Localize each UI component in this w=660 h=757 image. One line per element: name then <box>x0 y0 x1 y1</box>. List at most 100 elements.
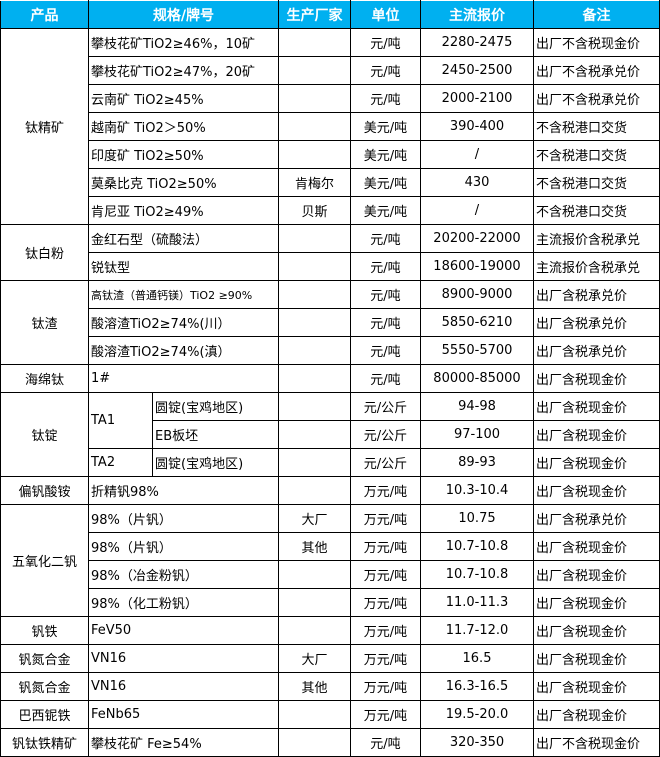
table-row: TA2 圆锭(宝鸡地区) 元/公斤 89-93 出厂含税现金价 <box>1 448 660 477</box>
table-row: 巴西铌铁 FeNb65 万元/吨 19.5-20.0 出厂含税现金价 <box>0 700 660 729</box>
unit-cell: 万元/吨 <box>350 532 421 561</box>
spec-cell: 98%（片钒） <box>88 532 279 561</box>
price-cell: 10.3-10.4 <box>420 476 534 505</box>
table-row: 钒钛铁精矿 攀枝花矿 Fe≥54% 元/吨 320-350 出厂不含税现金价 <box>0 728 660 757</box>
table-row: 98%（片钒） 其他 万元/吨 10.7-10.8 出厂含税现金价 <box>1 532 660 561</box>
price-cell: 16.5 <box>420 644 534 673</box>
spec-cell: FeV50 <box>88 616 279 645</box>
unit-cell: 元/吨 <box>350 280 421 309</box>
note-cell: 出厂含税现金价 <box>533 448 660 477</box>
price-cell: 5850-6210 <box>420 308 534 337</box>
table-row: 98%（化工粉钒） 万元/吨 11.0-11.3 出厂含税现金价 <box>1 588 660 617</box>
table-row: 钛渣 高钛渣（普通钙镁）TiO2 ≥90% 元/吨 8900-9000 出厂含税承兑价 <box>0 280 660 365</box>
note-cell: 出厂不含税承兑价 <box>533 56 660 85</box>
spec-cell: 酸溶渣TiO2≥74%(滇） <box>88 336 279 365</box>
spec-cell: 酸溶渣TiO2≥74%(川） <box>88 308 279 337</box>
note-cell: 出厂含税现金价 <box>533 700 660 729</box>
note-cell: 出厂含税现金价 <box>533 392 660 421</box>
maker-cell <box>278 252 351 281</box>
table-row: 肯尼亚 TiO2≥49% 贝斯 美元/吨 / 不含税港口交货 <box>1 196 660 225</box>
spec-cell: 攀枝花矿 Fe≥54% <box>88 728 279 757</box>
table-row: 98%（冶金粉钒） 万元/吨 10.7-10.8 出厂含税现金价 <box>1 560 660 589</box>
unit-cell: 万元/吨 <box>350 588 421 617</box>
unit-cell: 元/吨 <box>350 364 421 393</box>
note-cell: 出厂不含税现金价 <box>533 28 660 57</box>
header-note: 备注 <box>533 0 660 29</box>
maker-cell <box>278 616 351 645</box>
maker-cell <box>278 476 351 505</box>
maker-cell: 贝斯 <box>278 196 351 225</box>
price-cell: 8900-9000 <box>420 280 534 309</box>
maker-cell <box>278 140 351 169</box>
product-cell: 钛渣 <box>0 280 89 365</box>
maker-cell <box>278 392 351 421</box>
table-row: 印度矿 TiO2≥50% 美元/吨 / 不含税港口交货 <box>1 140 660 169</box>
unit-cell: 元/吨 <box>350 308 421 337</box>
spec-cell: EB板坯 <box>152 420 279 449</box>
price-cell: 430 <box>420 168 534 197</box>
header-spec: 规格/牌号 <box>88 0 279 29</box>
table-row: 偏钒酸铵 折精钒98% 万元/吨 10.3-10.4 出厂含税现金价 <box>0 476 660 505</box>
table-row: 酸溶渣TiO2≥74%(川） 元/吨 5850-6210 出厂含税承兑价 <box>1 308 660 337</box>
price-cell: 20200-22000 <box>420 224 534 253</box>
header-price: 主流报价 <box>420 0 534 29</box>
unit-cell: 万元/吨 <box>350 616 421 645</box>
unit-cell: 元/吨 <box>350 728 421 757</box>
unit-cell: 美元/吨 <box>350 112 421 141</box>
price-cell: 10.7-10.8 <box>420 560 534 589</box>
spec-cell: 高钛渣（普通钙镁）TiO2 ≥90% <box>88 280 279 309</box>
price-cell: 2450-2500 <box>420 56 534 85</box>
note-cell: 出厂不含税现金价 <box>533 728 660 757</box>
unit-cell: 元/吨 <box>350 224 421 253</box>
note-cell: 出厂含税承兑价 <box>533 308 660 337</box>
price-cell: 89-93 <box>420 448 534 477</box>
spec-cell: 攀枝花矿TiO2≥46%，10矿 <box>88 28 279 57</box>
note-cell: 主流报价含税承兑 <box>533 224 660 253</box>
spec-cell: 98%（片钒） <box>88 504 279 533</box>
spec-cell: 攀枝花矿TiO2≥47%，20矿 <box>88 56 279 85</box>
price-cell: 94-98 <box>420 392 534 421</box>
product-cell: 巴西铌铁 <box>0 700 89 729</box>
product-cell: 钛精矿 <box>0 28 89 225</box>
spec-cell: 云南矿 TiO2≥45% <box>88 84 279 113</box>
product-cell: 海绵钛 <box>0 364 89 393</box>
maker-cell <box>278 728 351 757</box>
maker-cell <box>278 28 351 57</box>
unit-cell: 美元/吨 <box>350 196 421 225</box>
spec-cell: 圆锭(宝鸡地区) <box>152 448 279 477</box>
note-cell: 出厂含税承兑价 <box>533 336 660 365</box>
note-cell: 出厂含税现金价 <box>533 364 660 393</box>
spec-cell: 圆锭(宝鸡地区) <box>152 392 279 421</box>
table-row: 海绵钛 1# 元/吨 80000-85000 出厂含税现金价 <box>0 364 660 393</box>
unit-cell: 元/吨 <box>350 252 421 281</box>
price-cell: 11.0-11.3 <box>420 588 534 617</box>
price-cell: 2000-2100 <box>420 84 534 113</box>
table-row: 酸溶渣TiO2≥74%(滇） 元/吨 5550-5700 出厂含税承兑价 <box>1 336 660 365</box>
maker-cell: 大厂 <box>278 644 351 673</box>
price-cell: / <box>420 196 534 225</box>
table-row: 五氧化二钒 98%（片钒） 大厂 万元/吨 10.75 出厂含税承兑价 <box>0 504 660 617</box>
price-cell: 10.75 <box>420 504 534 533</box>
maker-cell <box>278 112 351 141</box>
spec-cell: 金红石型（硫酸法） <box>88 224 279 253</box>
note-cell: 不含税港口交货 <box>533 168 660 197</box>
maker-cell: 大厂 <box>278 504 351 533</box>
maker-cell: 其他 <box>278 532 351 561</box>
price-cell: 80000-85000 <box>420 364 534 393</box>
header-maker: 生产厂家 <box>278 0 351 29</box>
unit-cell: 万元/吨 <box>350 560 421 589</box>
unit-cell: 万元/吨 <box>350 476 421 505</box>
product-cell: 钒钛铁精矿 <box>0 728 89 757</box>
spec-cell: VN16 <box>88 672 279 701</box>
note-cell: 不含税港口交货 <box>533 140 660 169</box>
product-cell: 五氧化二钒 <box>0 504 89 617</box>
price-cell: 10.7-10.8 <box>420 532 534 561</box>
grade-cell: TA1 <box>88 392 153 449</box>
note-cell: 不含税港口交货 <box>533 112 660 141</box>
header-product: 产品 <box>0 0 89 29</box>
spec-cell: 印度矿 TiO2≥50% <box>88 140 279 169</box>
table-row: 攀枝花矿TiO2≥47%，20矿 元/吨 2450-2500 出厂不含税承兑价 <box>1 56 660 85</box>
table-row: 钒氮合金 VN16 大厂 万元/吨 16.5 出厂含税现金价 <box>0 644 660 673</box>
note-cell: 出厂不含税承兑价 <box>533 84 660 113</box>
header-unit: 单位 <box>350 0 421 29</box>
